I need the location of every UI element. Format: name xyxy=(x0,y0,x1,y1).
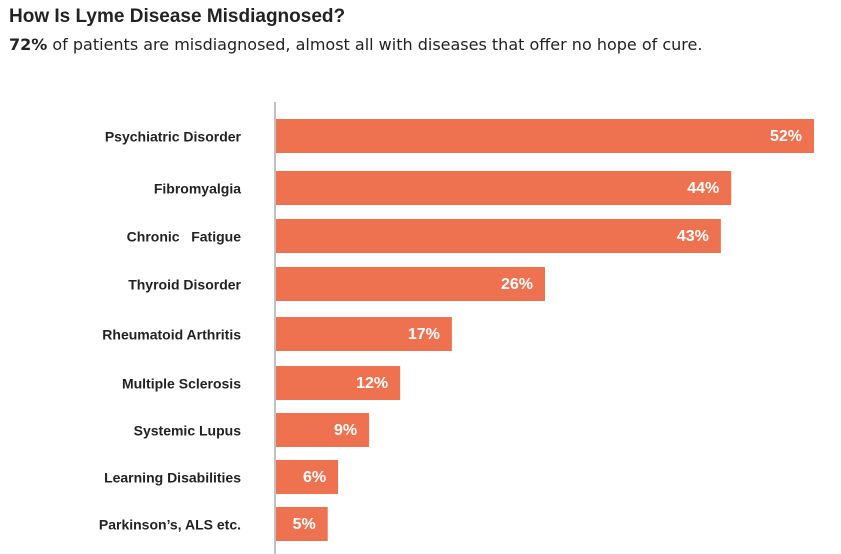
category-label-2: Fibromyalgia xyxy=(154,181,241,197)
chart-subtitle: 72% of patients are misdiagnosed, almost… xyxy=(9,35,702,54)
bar-8 xyxy=(276,460,339,494)
category-label-3: Chronic Fatigue xyxy=(127,229,242,245)
value-label-2: 44% xyxy=(687,180,719,197)
value-label-9: 5% xyxy=(293,516,316,533)
bar-5 xyxy=(276,317,452,351)
bars-group: 52% 44% 43% 26% 17% 12% 9% 6% 5% xyxy=(276,119,814,541)
bar-9 xyxy=(276,507,328,541)
value-label-6: 12% xyxy=(356,375,388,392)
subtitle-highlight: 72% xyxy=(9,35,48,54)
value-label-3: 43% xyxy=(677,228,709,245)
category-label-6: Multiple Sclerosis xyxy=(122,376,241,392)
value-label-5: 17% xyxy=(408,326,440,343)
category-labels-group: Psychiatric Disorder Fibromyalgia Chronic … xyxy=(99,129,242,533)
value-label-1: 52% xyxy=(770,128,802,145)
bar-1 xyxy=(276,119,814,153)
value-label-8: 6% xyxy=(303,469,326,486)
category-label-1: Psychiatric Disorder xyxy=(105,129,242,145)
value-label-7: 9% xyxy=(334,422,357,439)
bar-2 xyxy=(276,171,732,205)
category-label-9: Parkinson’s, ALS etc. xyxy=(99,517,241,533)
chart-title: How Is Lyme Disease Misdiagnosed? xyxy=(9,6,346,27)
bar-4 xyxy=(276,267,545,301)
bar-6 xyxy=(276,366,401,400)
value-label-4: 26% xyxy=(501,276,533,293)
subtitle-text: of patients are misdiagnosed, almost all… xyxy=(47,35,703,54)
category-label-5: Rheumatoid Arthritis xyxy=(102,327,241,343)
bar-7 xyxy=(276,413,370,447)
category-label-4: Thyroid Disorder xyxy=(128,277,241,293)
category-label-7: Systemic Lupus xyxy=(134,423,242,439)
category-label-8: Learning Disabilities xyxy=(104,470,241,486)
bar-3 xyxy=(276,219,721,253)
